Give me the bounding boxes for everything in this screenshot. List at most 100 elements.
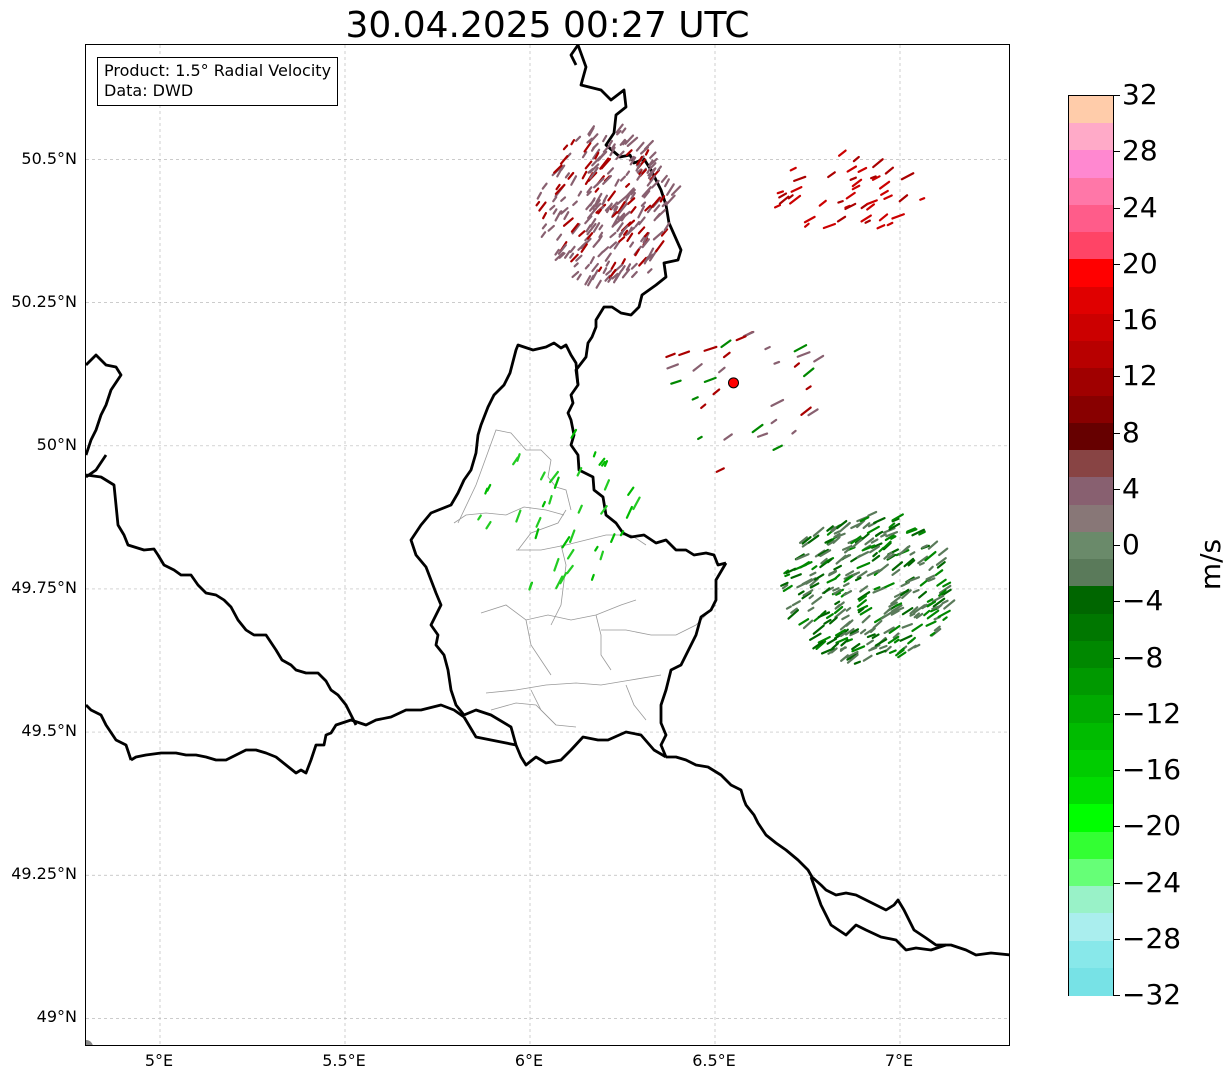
echo-streak bbox=[893, 638, 900, 644]
echo-streak bbox=[661, 201, 668, 208]
colorbar-segment bbox=[1069, 395, 1113, 424]
echo-streak bbox=[856, 599, 867, 608]
echo-streak bbox=[564, 250, 571, 259]
echo-streak bbox=[589, 163, 600, 174]
echo-streak bbox=[841, 544, 853, 551]
echo-streak bbox=[890, 609, 900, 616]
echo-streak bbox=[844, 548, 850, 554]
echo-streak bbox=[638, 216, 646, 226]
echo-streak bbox=[795, 553, 810, 561]
echo-streak bbox=[928, 565, 934, 571]
echo-streak bbox=[597, 266, 603, 273]
echo-streak bbox=[840, 654, 849, 662]
echo-streak bbox=[833, 530, 841, 535]
echo-streak bbox=[598, 457, 606, 466]
colorbar-segment bbox=[1069, 586, 1113, 615]
echo-streak bbox=[617, 202, 628, 215]
echo-streak bbox=[888, 649, 897, 654]
echo-streak bbox=[635, 141, 645, 152]
echo-streak bbox=[899, 634, 913, 642]
echo-streak bbox=[640, 201, 647, 207]
echo-streak bbox=[890, 604, 903, 613]
echo-streak bbox=[826, 525, 834, 532]
colorbar-segment bbox=[1069, 177, 1113, 206]
echo-streak bbox=[879, 644, 888, 650]
velocity-colorbar bbox=[1068, 95, 1114, 996]
echo-streak bbox=[859, 628, 867, 635]
echo-streak bbox=[808, 594, 814, 600]
colorbar-tick-mark bbox=[1114, 151, 1120, 153]
colorbar-tick-label: −4 bbox=[1122, 584, 1164, 618]
echo-streak bbox=[650, 179, 660, 189]
echo-streak bbox=[819, 549, 832, 558]
echo-streak bbox=[570, 222, 580, 233]
echo-streak bbox=[578, 230, 586, 237]
echo-streak bbox=[884, 534, 895, 542]
echo-streak bbox=[845, 606, 852, 612]
echo-streak bbox=[837, 149, 847, 157]
echo-streak bbox=[592, 451, 597, 458]
colorbar-tick-mark bbox=[1114, 320, 1120, 321]
radar-map[interactable] bbox=[85, 44, 1010, 1046]
echo-streak bbox=[597, 235, 603, 242]
echo-streak bbox=[700, 403, 707, 410]
echo-streak bbox=[735, 335, 747, 342]
echo-streak bbox=[870, 538, 879, 544]
colorbar-segment bbox=[1069, 967, 1113, 996]
colorbar-tick-mark bbox=[1114, 713, 1120, 715]
echo-streak bbox=[610, 201, 619, 210]
echo-streak bbox=[602, 174, 613, 185]
echo-streak bbox=[882, 527, 896, 534]
radar-site-marker[interactable] bbox=[728, 377, 739, 389]
echo-streak bbox=[869, 545, 881, 554]
echo-streak bbox=[643, 189, 651, 199]
echo-streak bbox=[570, 253, 579, 263]
echo-streak bbox=[851, 184, 861, 191]
echo-streak bbox=[888, 522, 896, 529]
echo-streak bbox=[903, 557, 915, 568]
echo-streak bbox=[554, 248, 560, 256]
echo-streak bbox=[864, 627, 876, 636]
echo-streak bbox=[832, 536, 841, 544]
country-borders bbox=[86, 45, 1009, 957]
echo-streak bbox=[807, 606, 815, 612]
colorbar-segment bbox=[1069, 940, 1113, 969]
echo-streak bbox=[851, 642, 861, 651]
echo-streak bbox=[619, 138, 627, 146]
echo-streak bbox=[866, 569, 880, 577]
echo-streak bbox=[571, 270, 580, 279]
echo-streak bbox=[890, 596, 902, 605]
echo-streak bbox=[835, 628, 847, 637]
colorbar-tick-label: 20 bbox=[1122, 246, 1158, 280]
echo-streak bbox=[841, 614, 850, 621]
echo-streak bbox=[856, 570, 868, 579]
echo-streak bbox=[540, 231, 547, 238]
echo-streak bbox=[812, 640, 824, 650]
echo-streak bbox=[829, 616, 838, 625]
echo-streak bbox=[670, 185, 682, 196]
echo-streak bbox=[570, 428, 578, 439]
echo-streak bbox=[831, 642, 840, 650]
echo-streak bbox=[785, 567, 797, 575]
colorbar-segment bbox=[1069, 804, 1113, 833]
echo-streak bbox=[593, 177, 605, 189]
echo-streak bbox=[554, 210, 562, 222]
echo-streak bbox=[542, 212, 548, 220]
echo-streak bbox=[936, 561, 946, 569]
echo-streak bbox=[899, 647, 905, 653]
echo-streak bbox=[870, 644, 881, 650]
echo-streak bbox=[891, 561, 904, 571]
echo-streak bbox=[609, 231, 617, 239]
colorbar-tick-label: 4 bbox=[1122, 471, 1140, 505]
echo-streak bbox=[833, 605, 844, 615]
echo-streak bbox=[844, 202, 857, 211]
echo-streak bbox=[796, 581, 808, 589]
echo-streak bbox=[577, 190, 583, 197]
echo-streak bbox=[791, 429, 797, 435]
echo-streak bbox=[884, 166, 895, 175]
echo-streak bbox=[834, 600, 841, 606]
echo-streak bbox=[647, 167, 657, 180]
echo-streak bbox=[650, 196, 661, 209]
echo-streak bbox=[594, 187, 600, 193]
echo-streak bbox=[773, 360, 781, 365]
